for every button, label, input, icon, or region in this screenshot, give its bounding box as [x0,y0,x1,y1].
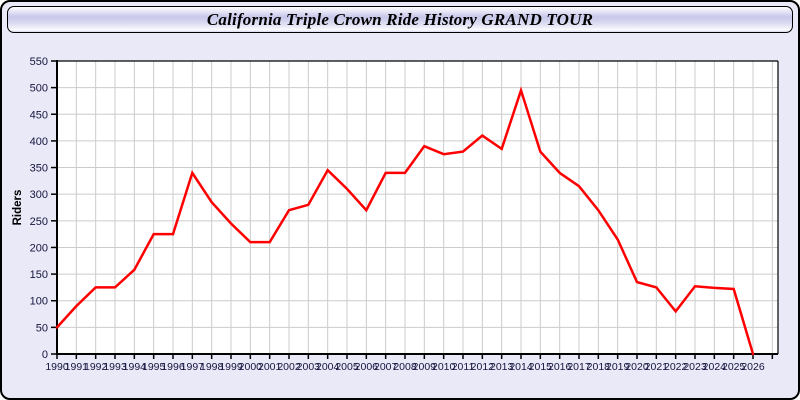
y-axis-tick-label: 100 [30,296,48,308]
x-axis-tick-label: 2011 [452,361,475,373]
x-axis-tick-label: 1994 [123,361,147,373]
x-axis-tick-label: 1991 [65,361,89,373]
x-axis-tick-label: 1999 [219,361,243,373]
y-axis-tick-label: 200 [30,242,48,254]
x-axis-tick-label: 1993 [103,361,127,373]
x-axis-tick-label: 2005 [335,361,359,373]
x-axis-tick-label: 2016 [548,361,572,373]
x-axis-tick-label: 2023 [683,361,707,373]
x-axis-tick-label: 2026 [741,361,765,373]
x-axis-tick-label: 2002 [277,361,301,373]
y-axis-tick-label: 350 [30,163,48,175]
x-axis-tick-label: 2012 [471,361,495,373]
plot-background [57,61,778,354]
x-axis-tick-label: 2006 [355,361,379,373]
y-axis-tick-label: 300 [30,189,48,201]
x-axis-tick-label: 2025 [722,361,746,373]
x-axis-tick-label: 2000 [239,361,263,373]
x-axis-tick-label: 1990 [45,361,69,373]
x-axis-tick-label: 2017 [567,361,591,373]
y-axis-tick-label: 0 [42,349,48,361]
x-axis-tick-label: 2009 [413,361,437,373]
x-axis-tick-label: 1998 [200,361,224,373]
y-axis-tick-label: 500 [30,83,48,95]
y-axis-tick-label: 550 [30,56,48,68]
x-axis-tick-label: 2008 [393,361,417,373]
x-axis-tick-label: 2022 [664,361,688,373]
y-axis-tick-label: 50 [36,322,48,334]
x-axis-tick-label: 1997 [181,361,205,373]
x-axis-tick-label: 2003 [297,361,321,373]
x-axis-tick-label: 2013 [490,361,514,373]
x-axis-tick-label: 2018 [587,361,611,373]
x-axis-tick-label: 2015 [529,361,553,373]
x-axis-tick-label: 2024 [703,361,727,373]
y-axis-tick-label: 150 [30,269,48,281]
x-axis-tick-label: 1996 [161,361,185,373]
x-axis-tick-label: 2007 [374,361,398,373]
x-axis-tick-label: 2020 [625,361,649,373]
x-axis-tick-label: 2004 [316,361,340,373]
x-axis-tick-label: 2001 [258,361,282,373]
title-bar: California Triple Crown Ride History GRA… [7,6,793,33]
x-axis-tick-label: 2014 [509,361,533,373]
y-axis-tick-label: 400 [30,136,48,148]
chart-title: California Triple Crown Ride History GRA… [206,9,594,29]
riders-series-line [55,86,755,356]
x-axis-tick-label: 1995 [142,361,166,373]
x-axis-tick-label: 1992 [84,361,108,373]
y-axis-tick-label: 250 [30,216,48,228]
y-axis-title: Riders [12,190,24,226]
x-axis-tick-label: 2019 [606,361,630,373]
x-axis-tick-label: 2021 [645,361,669,373]
y-axis-tick-label: 450 [30,109,48,121]
x-axis-tick-label: 2010 [432,361,456,373]
